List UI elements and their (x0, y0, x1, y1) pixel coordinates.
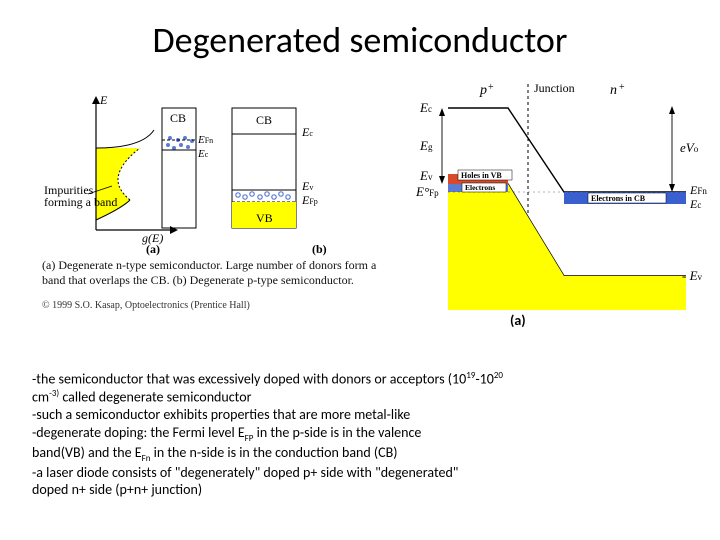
ec-label-a: Ec (198, 148, 208, 160)
bullet-5: band(VB) and the EFn in the n-side is in… (32, 444, 692, 464)
eg-right: Eg (419, 138, 433, 153)
left-caption: (a) Degenerate n-type semiconductor. Lar… (42, 258, 382, 288)
right-panel-tag: (a) (510, 312, 526, 329)
left-credit: © 1999 S.O. Kasap, Optoelectronics (Pren… (42, 300, 250, 311)
bullet-3: -such a semiconductor exhibits propertie… (32, 406, 692, 424)
panel-b-tag: (b) (312, 242, 327, 257)
electrons-cb-text: Electrons in CB (591, 194, 646, 203)
e-axis-label: E (99, 93, 108, 107)
bullet-7: doped n+ side (p+n+ junction) (32, 481, 692, 499)
ev-right: Ev (419, 168, 433, 183)
p-plus-sup: + (488, 82, 494, 93)
electrons-p-text: Electrons (465, 183, 495, 192)
panel-a-tag: (a) (146, 242, 160, 257)
cb-label-a: CB (170, 111, 186, 125)
p-plus-label: p (479, 83, 487, 98)
band-diagram-svg: p + Junction n + Ec Eg Ev E°Fp eVo (400, 80, 712, 340)
ec-label-b: Ec (301, 125, 313, 139)
bullet-6: -a laser diode consists of "degenerately… (32, 464, 692, 482)
ec-right: Ec (419, 100, 432, 115)
n-plus-label: n (610, 83, 617, 98)
efn-right: EFn (689, 183, 707, 197)
panel-a-svg: E CB g(E) Impurities forming a band (42, 90, 202, 260)
ev-label-b: Ev (301, 179, 313, 193)
bullet-4: -degenerate doping: the Fermi level EFP … (32, 424, 692, 444)
n-plus-sup: + (619, 82, 625, 93)
efp-right: E°Fp (415, 184, 439, 199)
neg-ev: - Ev (682, 268, 703, 283)
panel-b-svg: CB VB Ec Ev EFp (208, 90, 338, 260)
page-title: Degenerated semiconductor (0, 18, 720, 62)
holes-vb-text: Holes in VB (461, 171, 502, 180)
bullet-1: -the semiconductor that was excessively … (32, 370, 692, 388)
cb-label-b: CB (256, 113, 272, 127)
bullet-block: -the semiconductor that was excessively … (32, 370, 692, 499)
bullet-2: cm-3) called degenerate semiconductor (32, 388, 692, 406)
left-figure: E CB g(E) Impurities forming a band EFn … (42, 90, 382, 240)
efp-label-b: EFp (301, 193, 318, 207)
right-figure: p + Junction n + Ec Eg Ev E°Fp eVo (400, 80, 712, 340)
evo-label: eVo (680, 140, 699, 155)
vb-label-b: VB (256, 211, 273, 225)
impurities-label-2: forming a band (44, 195, 117, 209)
junction-label: Junction (534, 81, 575, 95)
panel-b: CB VB Ec Ev EFp (b) (208, 90, 338, 240)
panel-a: E CB g(E) Impurities forming a band EFn … (42, 90, 202, 240)
ec-right2: Ec (689, 197, 701, 211)
